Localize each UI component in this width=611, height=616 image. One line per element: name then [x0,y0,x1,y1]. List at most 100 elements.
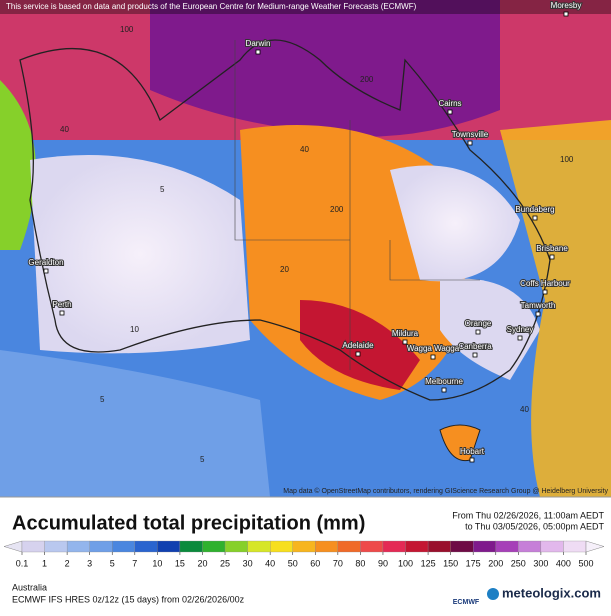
contour-label: 100 [120,25,134,34]
city-marker [441,387,447,393]
colorbar-segment [247,540,271,553]
city-marker [472,352,478,358]
map: This service is based on data and produc… [0,0,611,497]
colorbar-label: 150 [443,558,458,568]
colorbar-label: 2 [65,558,70,568]
colorbar-label: 30 [243,558,253,568]
contour-label: 40 [520,405,529,414]
brand-icon [487,588,499,600]
colorbar-segment [134,540,158,553]
colorbar-segment [179,540,203,553]
colorbar-segment [450,540,474,553]
colorbar-label: 90 [378,558,388,568]
colorbar-label: 25 [220,558,230,568]
city-label: Moresby [551,1,582,10]
notice-band [0,0,611,14]
colorbar-segment [382,540,406,553]
city-marker [430,354,436,360]
notice: This service is based on data and produc… [6,2,417,11]
region: Australia [12,582,47,592]
colorbar-label: 80 [355,558,365,568]
field-dry-east [390,165,520,282]
city-label: Brisbane [536,244,568,253]
colorbar-label: 5 [110,558,115,568]
colorbar-segment [112,540,135,553]
colorbar-label: 20 [197,558,207,568]
field-dry-west [30,155,250,354]
colorbar-segment [21,540,45,553]
city-label: Darwin [246,39,271,48]
city-label: Coffs Harbour [520,279,570,288]
city-marker [563,11,569,17]
colorbar-label: 40 [265,558,275,568]
colorbar-label: 0.1 [16,558,29,568]
colorbar-segment [473,540,496,553]
city-label: Melbourne [425,377,463,386]
city-label: Adelaide [342,341,374,350]
colorbar: 0.1 1 2 3 5 7 10 15 20 25 30 40 50 60 70 80 90 100 125 150 1… [3,540,605,568]
city-marker [59,310,65,316]
colorbar-segment [315,540,338,553]
colorbar-segment [540,540,564,553]
colorbar-label: 1 [42,558,47,568]
city-label: Sydney [507,325,534,334]
city-label: Geraldton [28,258,63,267]
city-marker [402,339,408,345]
city-labels: Moresby Darwin Cairns Townsville Bundaberg Br… [27,0,582,463]
city-label: Townsville [452,130,489,139]
city-marker [549,254,555,260]
city-marker [475,329,481,335]
colorbar-label: 125 [421,558,436,568]
city-marker [532,215,538,221]
city-label: Cairns [438,99,461,108]
city-marker [535,311,541,317]
colorbar-label: 300 [533,558,548,568]
colorbar-segment [495,540,519,553]
city-marker [467,140,473,146]
colorbar-segment [292,540,316,553]
colorbar-under [3,540,23,553]
colorbar-segment [405,540,429,553]
colorbar-segment [337,540,361,553]
field-southern-ocean [0,350,270,497]
colorbar-segment [427,540,451,553]
colorbar-segment [563,540,587,553]
colorbar-segment [270,540,293,553]
title: Accumulated total precipitation (mm) [12,512,365,534]
period-to: to Thu 03/05/2026, 05:00pm AEDT [465,521,604,531]
contour-label: 5 [160,185,165,194]
period-from: From Thu 02/26/2026, 11:00am AEDT [452,510,604,520]
model-info: ECMWF IFS HRES 0z/12z (15 days) from 02/… [12,594,245,604]
colorbar-segment [157,540,181,553]
colorbar-segment [518,540,542,553]
contour-label: 100 [560,155,574,164]
colorbar-label: 60 [310,558,320,568]
colorbar-label: 400 [556,558,571,568]
colorbar-label: 50 [288,558,298,568]
city-marker [255,49,261,55]
city-label: Perth [52,300,71,309]
colorbar-label: 500 [578,558,593,568]
coastline [19,39,551,401]
city-marker [542,289,548,295]
city-label: Orange [465,319,492,328]
field-nsw [440,278,540,380]
field-green [0,80,36,250]
contour-label: 200 [330,205,344,214]
colorbar-label: 200 [488,558,503,568]
city-marker [355,351,361,357]
colorbar-over [585,540,605,553]
city-label: Wagga Wagga [407,344,460,353]
city-label: Tamworth [521,301,556,310]
colorbar-segment [224,540,248,553]
state-borders [234,40,480,370]
ecmwf-logo: ECMWF [453,599,480,606]
colorbar-segment [66,540,90,553]
city-label: Canberra [458,342,492,351]
city-label: Bundaberg [515,205,554,214]
contour-label: 5 [100,395,105,404]
field-heavy [150,0,500,137]
city-label: Mildura [392,329,419,338]
contour-label: 10 [130,325,139,334]
